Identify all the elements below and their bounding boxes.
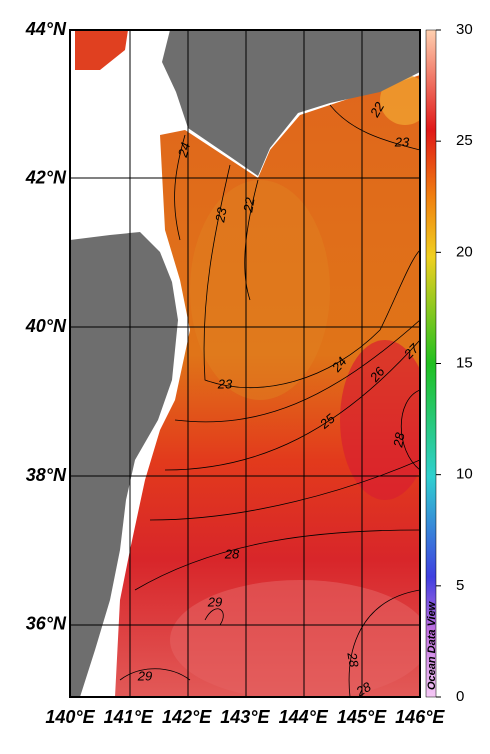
land-honshu: [70, 232, 178, 697]
ocean-patch: [75, 30, 128, 70]
lat-label: 36°N: [26, 614, 67, 634]
lat-label: 44°N: [25, 19, 67, 39]
land-hokkaido: [162, 30, 420, 176]
contour-label: 28: [344, 650, 362, 669]
contour-label: 23: [217, 376, 233, 391]
contour-label: 24: [175, 141, 193, 160]
cool-spot: [380, 75, 420, 125]
contour-label: 28: [224, 546, 240, 561]
warm-core: [340, 340, 420, 500]
colorbar-label: 5: [456, 577, 464, 594]
lon-label: 142°E: [162, 707, 212, 727]
contour-label: 28: [353, 679, 375, 700]
warm-area: [170, 580, 420, 697]
contour-label: 22: [366, 99, 387, 121]
colorbar-label: 0: [456, 688, 464, 705]
lon-label: 145°E: [337, 707, 387, 727]
contour-label: 29: [207, 594, 222, 609]
lon-label: 143°E: [220, 707, 270, 727]
contour-label: 28: [390, 431, 408, 450]
contour-label: 23: [212, 206, 230, 225]
lat-label: 38°N: [26, 465, 67, 485]
colorbar-label: 20: [456, 243, 473, 260]
lon-label: 144°E: [279, 707, 329, 727]
colorbar-label: 25: [456, 132, 473, 149]
map-frame: [69, 29, 421, 698]
map-area: [70, 30, 420, 697]
lon-label: 140°E: [45, 707, 95, 727]
contour-label: 23: [394, 134, 410, 149]
colorbar-label: 15: [456, 354, 473, 371]
cool-area: [190, 180, 330, 400]
lon-label: 141°E: [104, 707, 154, 727]
colorbar-label: 10: [456, 466, 473, 483]
lat-label: 42°N: [25, 167, 67, 187]
contour-label: 22: [240, 196, 258, 215]
contour-label: 29: [137, 668, 152, 683]
colorbar: [425, 29, 437, 698]
watermark: Ocean Data View: [426, 600, 438, 690]
lat-label: 40°N: [25, 316, 67, 336]
lon-label: 146°E: [395, 707, 445, 727]
colorbar-label: 30: [456, 21, 473, 38]
graticule: [70, 30, 420, 697]
